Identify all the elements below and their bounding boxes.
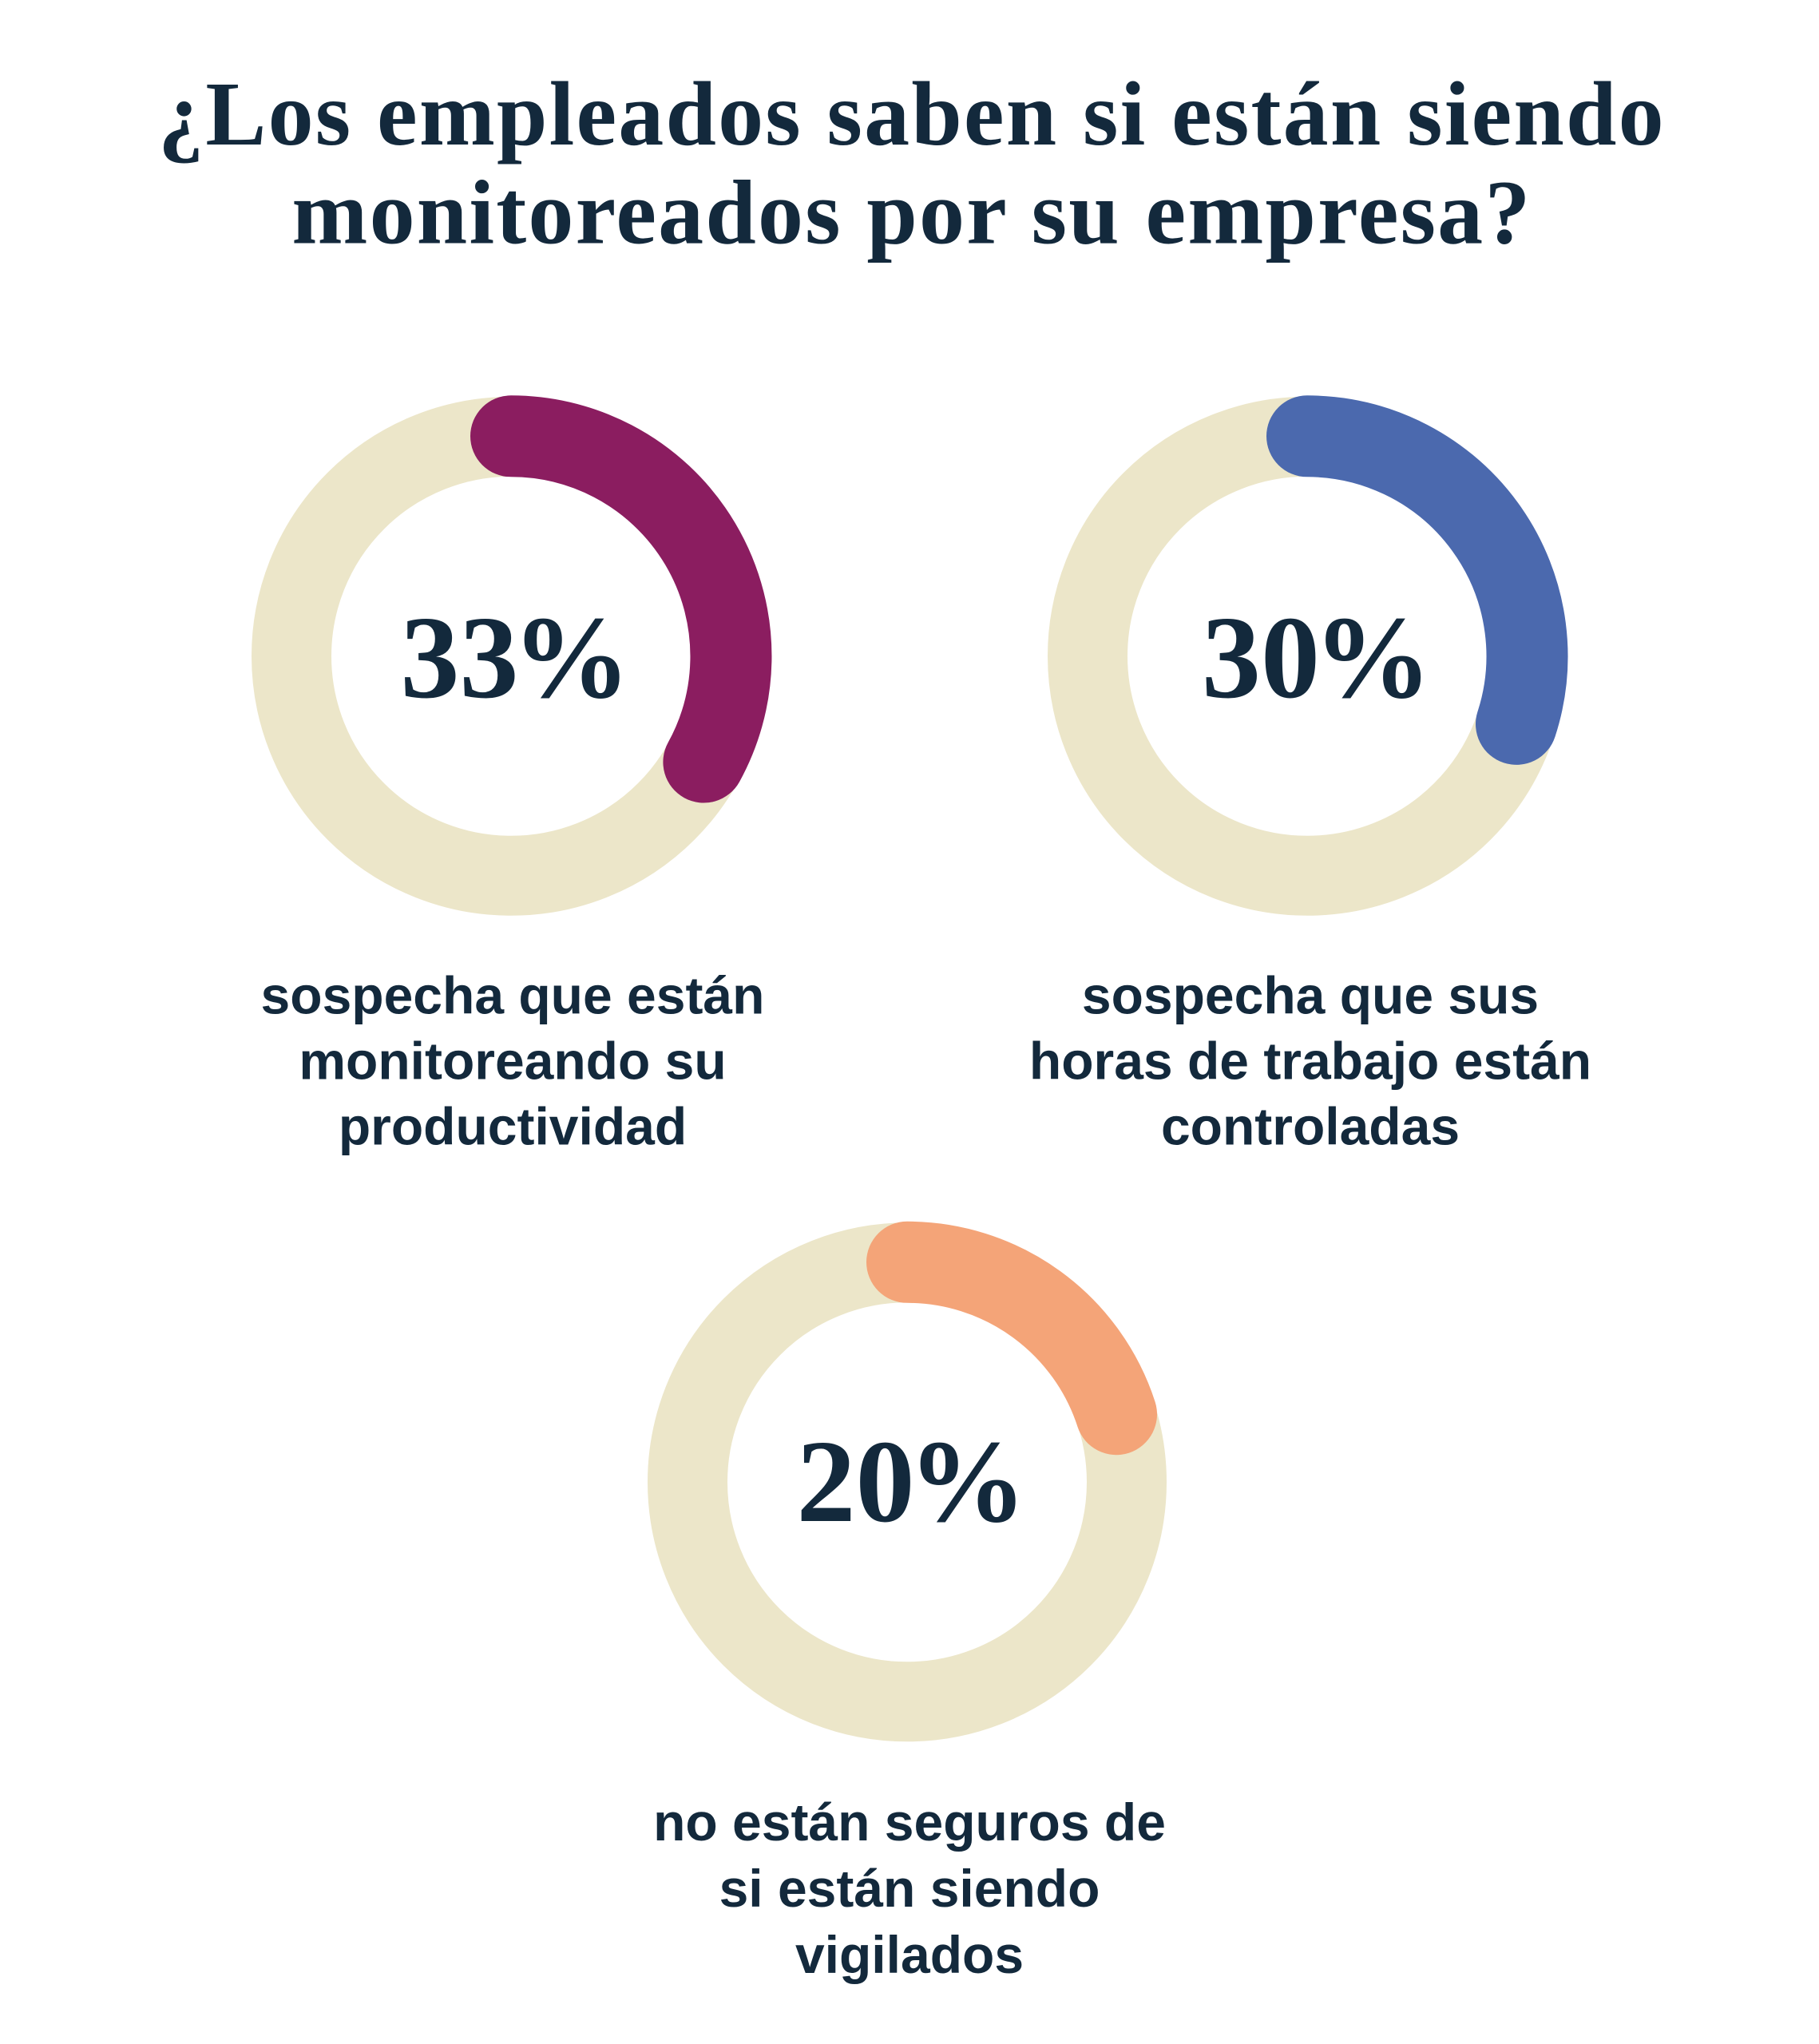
svg-text:si están siendo: si están siendo [719,1859,1100,1918]
svg-text:33%: 33% [401,592,631,723]
svg-text:vigilados: vigilados [795,1925,1024,1984]
svg-text:productividad: productividad [339,1097,687,1156]
svg-text:monitoreados por su empresa?: monitoreados por su empresa? [291,162,1532,263]
svg-text:30%: 30% [1202,592,1432,723]
svg-text:controladas: controladas [1161,1097,1460,1156]
svg-text:horas de trabajo están: horas de trabajo están [1029,1032,1591,1091]
svg-text:monitoreando su: monitoreando su [299,1032,726,1091]
svg-text:sospecha que sus: sospecha que sus [1082,965,1539,1024]
svg-text:no están seguros de: no están seguros de [653,1792,1166,1852]
svg-text:¿Los empleados saben si están: ¿Los empleados saben si están siendo [158,63,1666,164]
svg-text:sospecha que están: sospecha que están [261,965,765,1024]
svg-text:20%: 20% [797,1416,1027,1547]
